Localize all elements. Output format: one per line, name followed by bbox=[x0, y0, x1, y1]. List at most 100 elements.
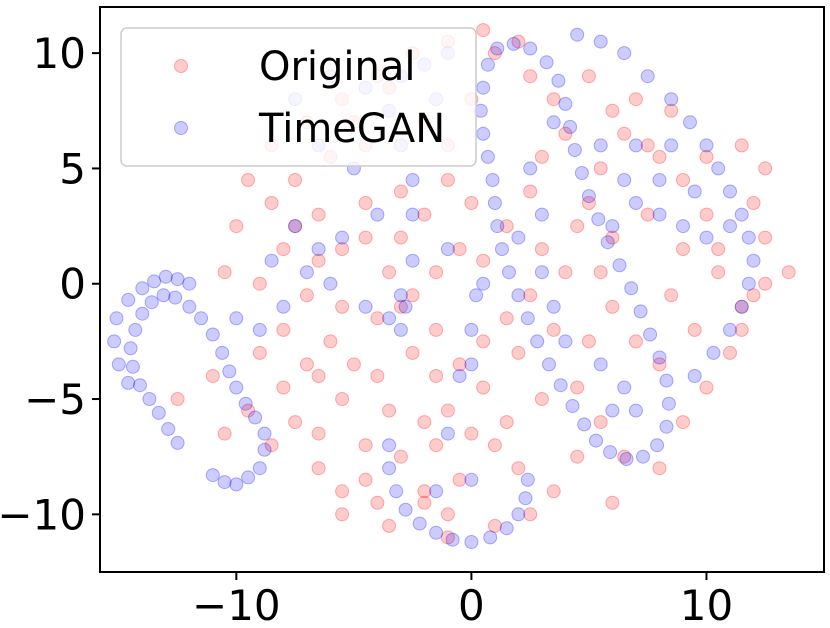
point-timegan bbox=[135, 306, 150, 321]
point-timegan bbox=[523, 161, 538, 176]
point-original bbox=[676, 242, 690, 257]
point-original bbox=[311, 253, 326, 268]
point-original bbox=[335, 299, 350, 314]
point-original bbox=[558, 265, 573, 280]
point-original bbox=[487, 46, 502, 61]
point-timegan bbox=[205, 468, 220, 483]
point-timegan bbox=[520, 311, 535, 326]
point-original bbox=[382, 265, 397, 280]
point-original bbox=[393, 299, 408, 314]
point-timegan bbox=[311, 242, 326, 257]
point-original bbox=[358, 472, 373, 487]
point-original bbox=[605, 230, 620, 245]
point-timegan bbox=[546, 299, 561, 314]
point-original bbox=[511, 461, 526, 476]
point-original bbox=[311, 369, 326, 383]
point-original bbox=[534, 392, 549, 406]
point-timegan bbox=[558, 334, 573, 349]
point-timegan bbox=[135, 281, 150, 296]
point-timegan bbox=[144, 295, 159, 310]
point-timegan bbox=[222, 364, 237, 379]
point-timegan bbox=[257, 442, 272, 457]
point-timegan bbox=[445, 532, 460, 547]
point-timegan bbox=[619, 452, 634, 466]
point-timegan bbox=[506, 36, 521, 51]
point-timegan bbox=[593, 138, 608, 153]
point-timegan bbox=[624, 281, 639, 296]
point-timegan bbox=[723, 322, 737, 337]
point-original bbox=[758, 230, 773, 245]
point-original bbox=[264, 196, 279, 210]
point-original bbox=[734, 322, 749, 337]
point-original bbox=[429, 322, 444, 337]
point-original bbox=[699, 380, 714, 395]
point-timegan bbox=[323, 276, 338, 291]
point-original bbox=[593, 161, 608, 176]
point-timegan bbox=[570, 27, 585, 42]
point-timegan bbox=[182, 299, 197, 314]
point-original bbox=[605, 299, 620, 314]
point-timegan bbox=[393, 288, 408, 303]
point-timegan bbox=[194, 311, 209, 326]
point-original bbox=[417, 495, 432, 510]
point-original bbox=[276, 322, 291, 337]
point-timegan bbox=[241, 470, 256, 485]
x-tick-label: 0 bbox=[458, 581, 485, 623]
point-timegan bbox=[530, 334, 545, 349]
point-timegan bbox=[229, 311, 244, 326]
point-timegan bbox=[398, 299, 413, 314]
point-original bbox=[346, 357, 361, 372]
point-timegan bbox=[518, 491, 533, 506]
point-timegan bbox=[382, 461, 397, 476]
point-timegan bbox=[398, 502, 413, 517]
point-original bbox=[311, 461, 326, 476]
point-original bbox=[546, 322, 561, 337]
x-tick-label: 10 bbox=[680, 581, 733, 623]
point-original bbox=[299, 357, 314, 372]
point-timegan bbox=[734, 299, 749, 314]
point-timegan bbox=[429, 484, 444, 499]
point-timegan bbox=[603, 445, 618, 460]
point-timegan bbox=[107, 334, 122, 349]
point-original bbox=[417, 207, 432, 222]
point-original bbox=[323, 334, 338, 349]
point-original bbox=[440, 173, 455, 187]
point-original bbox=[746, 196, 761, 210]
point-original bbox=[229, 219, 244, 234]
point-timegan bbox=[558, 96, 573, 111]
point-timegan bbox=[577, 417, 592, 432]
point-original bbox=[593, 265, 608, 280]
point-timegan bbox=[480, 149, 495, 164]
point-timegan bbox=[335, 230, 350, 245]
point-original bbox=[664, 288, 679, 303]
point-timegan bbox=[469, 288, 484, 303]
legend-label-timegan: TimeGAN bbox=[258, 106, 445, 152]
point-original bbox=[417, 484, 432, 499]
point-timegan bbox=[499, 521, 514, 536]
point-timegan bbox=[440, 426, 455, 441]
point-timegan bbox=[252, 461, 267, 476]
point-timegan bbox=[370, 207, 385, 222]
point-timegan bbox=[723, 219, 737, 234]
point-timegan bbox=[553, 378, 568, 393]
point-original bbox=[546, 484, 561, 499]
point-original bbox=[276, 380, 291, 395]
point-original bbox=[734, 299, 749, 314]
point-timegan bbox=[659, 373, 674, 388]
point-original bbox=[640, 207, 655, 222]
point-timegan bbox=[182, 276, 197, 291]
point-timegan bbox=[276, 299, 291, 314]
point-timegan bbox=[238, 396, 253, 411]
point-original bbox=[205, 369, 220, 383]
point-timegan bbox=[483, 530, 498, 545]
point-original bbox=[429, 265, 444, 280]
point-original bbox=[440, 530, 455, 545]
point-timegan bbox=[652, 207, 667, 222]
point-original bbox=[335, 507, 350, 522]
point-original bbox=[241, 403, 256, 418]
point-original bbox=[558, 126, 573, 141]
point-timegan bbox=[485, 173, 500, 187]
point-original bbox=[241, 173, 256, 187]
point-original bbox=[358, 438, 373, 453]
point-original bbox=[335, 242, 350, 257]
